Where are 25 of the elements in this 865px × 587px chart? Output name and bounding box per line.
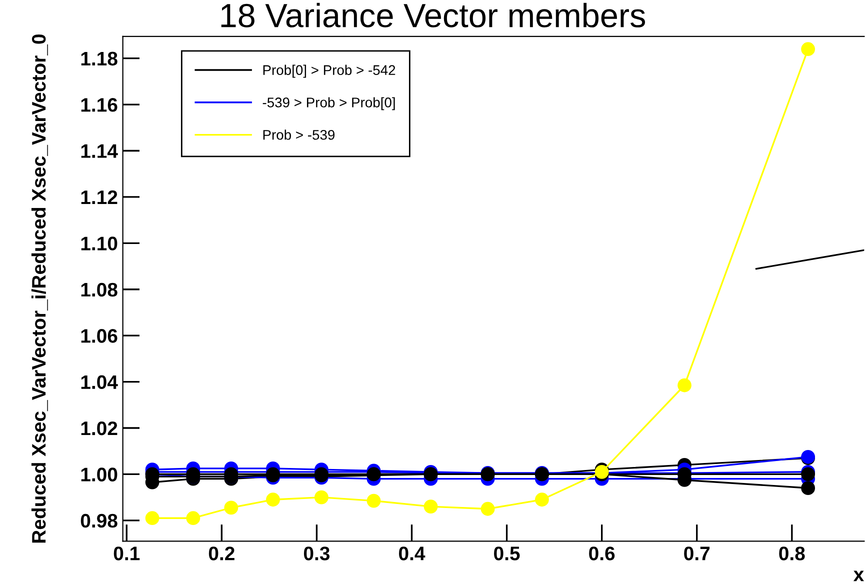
y-tick-label: 0.98 [80,514,118,528]
y-tick-label: 1.10 [81,236,118,250]
x-tick-label: 0.8 [779,546,805,560]
chart-title: 18 Variance Vector members [221,2,645,28]
y-tick-label: 1.04 [81,375,118,390]
y-tick-label: 1.00 [81,468,118,482]
legend-label: Prob > -539 [263,130,335,140]
y-tick-label: 1.02 [81,421,118,436]
x-tick-label: 0.2 [208,546,234,560]
y-tick-label: 1.18 [81,52,118,66]
legend-label: Prob[0] > Prob > -542 [263,64,396,78]
x-tick-label: 0.1 [114,546,140,560]
x-tick-label: 0.6 [589,546,615,560]
x-axis-title: x [853,570,864,582]
y-tick-label: 1.08 [81,282,118,297]
y-tick-label: 1.16 [81,98,118,112]
legend-label: -539 > Prob > Prob[0] [262,97,395,110]
y-axis-title: Reduced Xsec_VarVector_i/Reduced Xsec_VarVector_0 [31,34,48,543]
y-tick-label: 1.12 [81,190,118,204]
y-tick-label: 1.14 [81,144,118,158]
x-tick-label: 0.5 [494,546,520,560]
x-tick-label: 0.4 [399,546,426,560]
x-tick-label: 0.3 [304,546,330,560]
y-tick-label: 1.06 [81,329,118,343]
x-tick-label: 0.7 [684,546,710,560]
